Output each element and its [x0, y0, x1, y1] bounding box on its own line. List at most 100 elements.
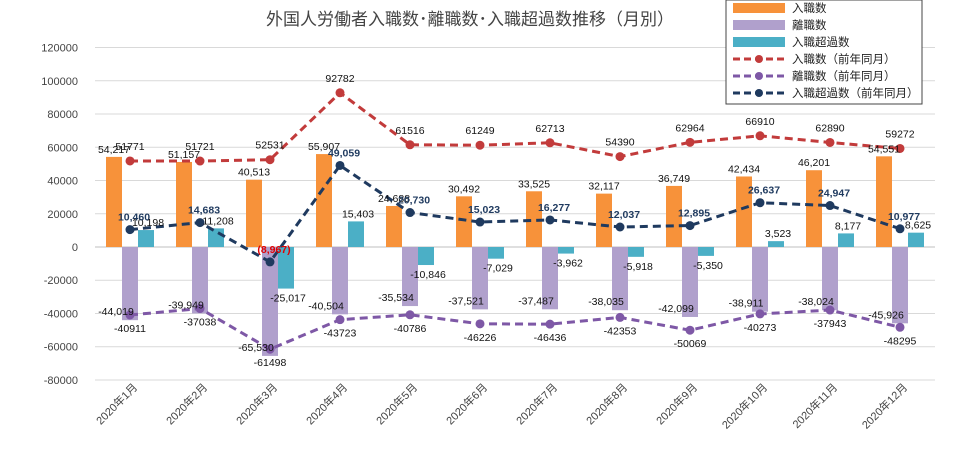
- legend-excess-prev-marker: [755, 89, 763, 97]
- point-hires-prev: [615, 152, 625, 162]
- label-separations: -38,911: [729, 298, 764, 310]
- label-separations-prev: -43723: [324, 328, 357, 340]
- y-tick-label: 120000: [41, 43, 78, 55]
- bar-hires: [876, 156, 892, 247]
- label-separations: -35,534: [378, 292, 414, 304]
- point-excess-prev: [195, 218, 205, 228]
- bar-separations: [332, 247, 348, 315]
- label-hires: 24,688: [378, 193, 410, 205]
- point-separations-prev: [265, 344, 275, 354]
- point-excess-prev: [825, 201, 835, 211]
- point-hires-prev: [545, 138, 555, 148]
- point-separations-prev: [405, 310, 415, 320]
- legend-separations-swatch: [733, 20, 785, 30]
- bar-hires: [316, 154, 332, 247]
- y-tick-label: 60000: [47, 142, 78, 154]
- label-hires-prev: 62713: [535, 123, 564, 135]
- label-hires-prev: 61516: [395, 125, 424, 137]
- label-excess-prev: 24,947: [818, 188, 850, 200]
- label-hires: 51,157: [168, 149, 200, 161]
- point-hires-prev: [685, 137, 695, 147]
- point-separations-prev: [475, 319, 485, 329]
- point-hires-prev: [195, 156, 205, 166]
- x-tick-label: 2020年1月: [93, 380, 140, 427]
- x-tick-label: 2020年5月: [373, 380, 420, 427]
- y-tick-label: -80000: [44, 375, 78, 387]
- x-tick-label: 2020年9月: [653, 380, 700, 427]
- label-hires-prev: 66910: [745, 116, 774, 128]
- point-excess-prev: [405, 208, 415, 218]
- point-excess-prev: [545, 215, 555, 225]
- gridlines: [95, 47, 935, 381]
- bar-hires: [806, 170, 822, 247]
- bar-excess: [558, 247, 574, 254]
- bar-excess: [838, 233, 854, 247]
- x-tick-label: 2020年3月: [233, 380, 280, 427]
- bar-hires: [456, 196, 472, 247]
- label-hires-prev: 59272: [885, 128, 914, 140]
- label-separations-prev: -42353: [604, 325, 637, 337]
- bar-excess: [488, 247, 504, 259]
- label-hires-prev: 62964: [675, 122, 704, 134]
- legend-excess-swatch: [733, 37, 785, 47]
- x-tick-label: 2020年7月: [513, 380, 560, 427]
- label-hires-prev: 54390: [605, 137, 634, 149]
- legend-separations-prev-label: 離職数（前年同月）: [792, 69, 896, 83]
- label-excess-prev: 10,460: [118, 212, 150, 224]
- bar-excess: [138, 230, 154, 247]
- label-separations: -45,926: [868, 309, 904, 321]
- label-separations-prev: -40273: [744, 322, 777, 334]
- label-separations: -44,019: [98, 306, 134, 318]
- label-hires: 46,201: [798, 157, 830, 169]
- label-excess: -5,918: [623, 261, 653, 273]
- y-axis-ticks: 120000 100000 80000 60000 40000 20000 0 -20000 -…: [41, 43, 78, 387]
- point-separations-prev: [335, 315, 345, 325]
- label-separations-prev: -40911: [114, 323, 146, 335]
- label-excess: 8,177: [835, 220, 861, 232]
- label-hires-prev: 61249: [465, 125, 494, 137]
- point-excess-prev: [685, 221, 695, 231]
- bar-separations: [752, 247, 768, 312]
- label-excess: 3,523: [765, 228, 791, 240]
- label-hires: 30,492: [448, 183, 480, 195]
- bar-separations: [542, 247, 558, 310]
- label-excess-prev: 12,037: [608, 209, 640, 221]
- point-hires-prev: [895, 143, 905, 153]
- y-tick-label: 100000: [41, 76, 78, 88]
- point-excess-prev: [335, 160, 345, 170]
- x-tick-label: 2020年8月: [583, 380, 630, 427]
- x-axis-ticks: 2020年1月 2020年2月 2020年3月 2020年4月 2020年5月 2020年…: [93, 380, 910, 431]
- bar-hires: [106, 156, 122, 247]
- bar-separations: [192, 247, 208, 314]
- legend-hires-prev-marker: [755, 55, 763, 63]
- bar-hires: [246, 179, 262, 247]
- point-excess-prev: [615, 222, 625, 232]
- legend-excess-prev-label: 入職超過数（前年同月）: [792, 86, 919, 100]
- label-separations: -37,521: [448, 295, 484, 307]
- point-excess-prev: [125, 225, 135, 235]
- label-separations: -40,504: [308, 300, 344, 312]
- label-excess: -3,962: [553, 258, 583, 270]
- bar-separations: [262, 247, 278, 356]
- label-excess-prev: 20,730: [398, 195, 430, 207]
- bar-separations: [892, 247, 908, 324]
- bar-hires: [526, 191, 542, 247]
- label-separations-prev: -46226: [464, 332, 497, 344]
- y-tick-label: 0: [72, 242, 78, 254]
- bar-excess: [628, 247, 644, 257]
- legend-hires-label: 入職数: [792, 1, 827, 15]
- label-separations-prev: -50069: [674, 338, 707, 350]
- label-separations-prev: -37038: [184, 317, 217, 329]
- point-excess-prev: [895, 224, 905, 234]
- point-hires-prev: [475, 140, 485, 150]
- label-excess: 10,198: [132, 217, 164, 229]
- y-tick-label: -20000: [44, 275, 78, 287]
- point-separations-prev: [895, 322, 905, 332]
- label-excess: -10,846: [410, 269, 446, 281]
- legend-hires-swatch: [733, 3, 785, 13]
- point-hires-prev: [335, 88, 345, 98]
- legend-separations-label: 離職数: [792, 18, 827, 32]
- label-excess-prev: 26,637: [748, 185, 780, 197]
- label-separations-prev: -40786: [394, 323, 427, 335]
